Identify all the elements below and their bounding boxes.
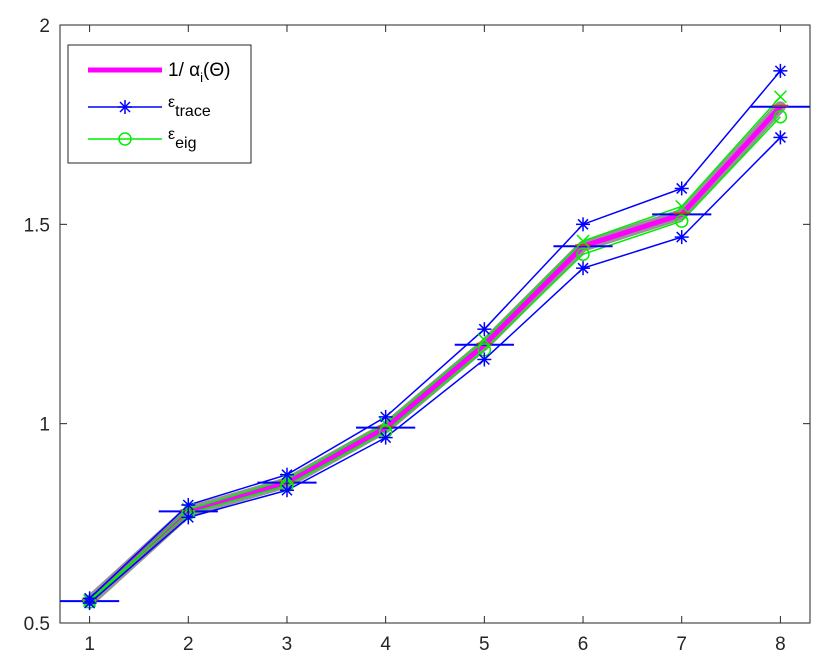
- x-tick-label: 2: [183, 634, 194, 655]
- legend-marker-eps-eig: [118, 132, 132, 146]
- trace-lower-line: [89, 136, 781, 604]
- trace-lower-marker: [279, 483, 294, 498]
- trace-upper-marker: [576, 217, 591, 232]
- trace-upper-marker: [378, 409, 393, 424]
- trace-lower-marker: [674, 230, 689, 245]
- trace-lower-marker: [576, 261, 591, 276]
- legend-label-inverse-alpha-sub: i: [200, 70, 203, 85]
- y-tick-label: 1: [39, 415, 50, 436]
- legend-label-inverse-alpha: 1/ αi(Θ): [168, 60, 230, 85]
- trace-upper-marker: [773, 63, 788, 78]
- asterisk-stroke: [478, 323, 490, 335]
- x-tick-label: 3: [282, 634, 293, 655]
- legend-label-inverse-alpha-main: 1/ α: [168, 60, 200, 81]
- trace-upper-line: [89, 70, 781, 599]
- legend-label-eps-trace-sub: trace: [175, 103, 211, 120]
- ticks-layer: 1 2 3 4 5 6 7 8 0.5 1 1.5 2: [24, 16, 810, 655]
- eig-lower-line: [89, 116, 781, 603]
- x-tick-label: 1: [84, 634, 95, 655]
- trace-upper-marker: [181, 497, 196, 512]
- eig-marker-stroke: [477, 333, 491, 347]
- trace-lower-marker: [181, 510, 196, 525]
- legend-label-inverse-alpha-tail: (Θ): [203, 60, 230, 81]
- asterisk-stroke: [577, 218, 589, 230]
- mean-line: [87, 105, 783, 603]
- asterisk-stroke: [182, 499, 194, 511]
- asterisk-stroke: [380, 411, 392, 423]
- asterisk-stroke: [774, 131, 786, 143]
- asterisk-stroke: [281, 469, 293, 481]
- trace-upper-marker: [279, 467, 294, 482]
- x-tick-label: 6: [578, 634, 589, 655]
- x-tick-label: 7: [676, 634, 687, 655]
- eig-upper-marker: [477, 333, 491, 347]
- legend-label-eps-trace-main: ε: [168, 94, 175, 111]
- x-tick-label: 4: [380, 634, 391, 655]
- legend-label-eps-eig-main: ε: [168, 126, 175, 143]
- y-tick-label: 1.5: [24, 215, 50, 236]
- eig-marker-stroke: [576, 234, 590, 248]
- eig-upper-line: [89, 96, 781, 602]
- trace-lower-marker: [773, 130, 788, 145]
- y-tick-label: 2: [39, 16, 50, 37]
- trace-upper-marker: [477, 322, 492, 337]
- trace-lower-marker: [378, 430, 393, 445]
- axes-box: [59, 24, 811, 624]
- asterisk-stroke: [577, 262, 589, 274]
- eig-marker-stroke: [675, 199, 689, 213]
- legend-marker-eps-trace: [118, 100, 132, 114]
- y-tick-label: 0.5: [24, 614, 50, 635]
- asterisk-stroke: [676, 182, 688, 194]
- asterisk-stroke: [774, 65, 786, 77]
- eig-lower-marker: [576, 247, 590, 261]
- asterisk-stroke: [676, 231, 688, 243]
- x-tick-label: 8: [775, 634, 786, 655]
- eig-upper-marker: [773, 90, 787, 104]
- asterisk-stroke: [478, 353, 490, 366]
- legend-label-eps-eig-sub: eig: [175, 135, 196, 152]
- legend-label-eps-trace: εtrace: [168, 94, 211, 120]
- eig-upper-marker: [576, 234, 590, 248]
- eig-lower-marker: [773, 109, 788, 124]
- series-layer: [60, 63, 810, 611]
- asterisk-stroke: [380, 432, 392, 444]
- trace-lower-marker: [82, 596, 97, 611]
- eig-upper-marker: [675, 199, 689, 213]
- eig-marker-stroke: [773, 90, 787, 104]
- legend: 1/ αi(Θ) εtrace εeig: [67, 44, 252, 164]
- trace-lower-marker: [477, 352, 492, 367]
- asterisk-stroke: [281, 484, 293, 496]
- asterisk-stroke: [84, 597, 96, 609]
- asterisk-stroke: [182, 511, 194, 523]
- x-tick-label: 5: [479, 634, 490, 655]
- legend-box: [67, 44, 252, 164]
- legend-label-eps-eig: εeig: [168, 126, 197, 152]
- eig-lower-marker: [674, 214, 689, 228]
- trace-upper-marker: [674, 181, 689, 196]
